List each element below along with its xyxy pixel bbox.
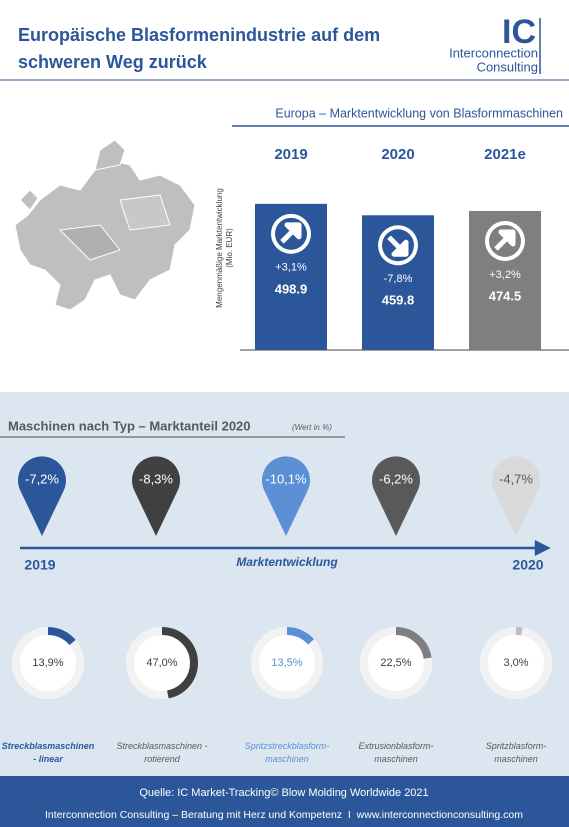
page-title: Europäische Blasformenindustrie auf dem … [18,25,381,72]
source: Quelle: IC Market-Tracking© Blow Molding… [139,787,428,799]
section-subtitle: (Wert in %) [292,423,332,432]
donut-arc [126,627,198,699]
change-icon [271,213,311,254]
value-label: 459.8 [382,293,415,308]
europe-map [14,139,196,311]
value-label: 474.5 [489,288,522,303]
footer-line: Interconnection Consulting – Beratung mi… [45,809,523,821]
icon-arrow [494,229,516,251]
donut-label: 13,9% [32,657,63,669]
donut-bg [126,627,198,699]
category-label: 2020 [381,146,414,163]
donut-label: 47,0% [146,657,177,669]
category-label: Extrusionblasform- maschinen [358,741,434,764]
pin [132,456,180,536]
pin [17,456,66,536]
donut-bg [360,627,432,699]
section-bg [0,392,569,776]
change-icon [378,225,418,266]
change-label: +3,1% [275,262,307,274]
donut-label: 22,5% [380,657,411,669]
change-icon [485,220,525,261]
change-label: +3,2% [489,269,521,281]
footer-bg [0,776,569,827]
donut-arc [251,627,323,699]
pin-label: -8,3% [139,471,173,486]
donut-arc [480,627,552,699]
icon-arrow [387,235,409,257]
change-label: -7,8% [384,273,413,285]
logo-line: Consulting [477,59,538,74]
pin [492,456,540,536]
icon-arrow [280,222,302,244]
category-label: Spritzstreckblasform- maschinen [244,741,330,764]
donut-arc [360,627,432,699]
logo: IC [502,13,536,51]
donut-bg [12,627,84,699]
timeline-arrow [20,539,551,557]
category-label: 2021e [484,146,526,163]
donut-label: 3,0% [503,657,528,669]
chart-title: Europa – Marktentwicklung von Blasformma… [275,106,563,120]
logo-line: Interconnection [449,45,538,60]
pin [262,456,310,536]
pin-label: -7,2% [25,471,59,486]
category-label: 2019 [274,146,307,163]
category-label: Streckblasmaschinen - rotierend [116,741,208,764]
category-label: Streckblasmaschinen - linear [1,741,95,764]
pin-label: -10,1% [265,471,307,486]
pin-label: -4,7% [499,471,533,486]
value-label: 498.9 [275,281,308,296]
donut-label: 13,5% [271,657,302,669]
category-label: Spritzblasform- maschinen [485,741,547,764]
pin-label: -6,2% [379,471,413,486]
pin [372,456,421,536]
timeline-end: 2020 [512,557,543,573]
donut-arc [12,627,84,699]
timeline-label: Marktentwicklung [236,555,338,569]
timeline-start: 2019 [24,557,55,573]
y-axis-label: Mengenmäßige Marktentwicklung (Mio. EUR) [215,188,234,308]
donut-bg [251,627,323,699]
section-title: Maschinen nach Typ – Marktanteil 2020 [8,418,251,433]
donut-bg [480,627,552,699]
